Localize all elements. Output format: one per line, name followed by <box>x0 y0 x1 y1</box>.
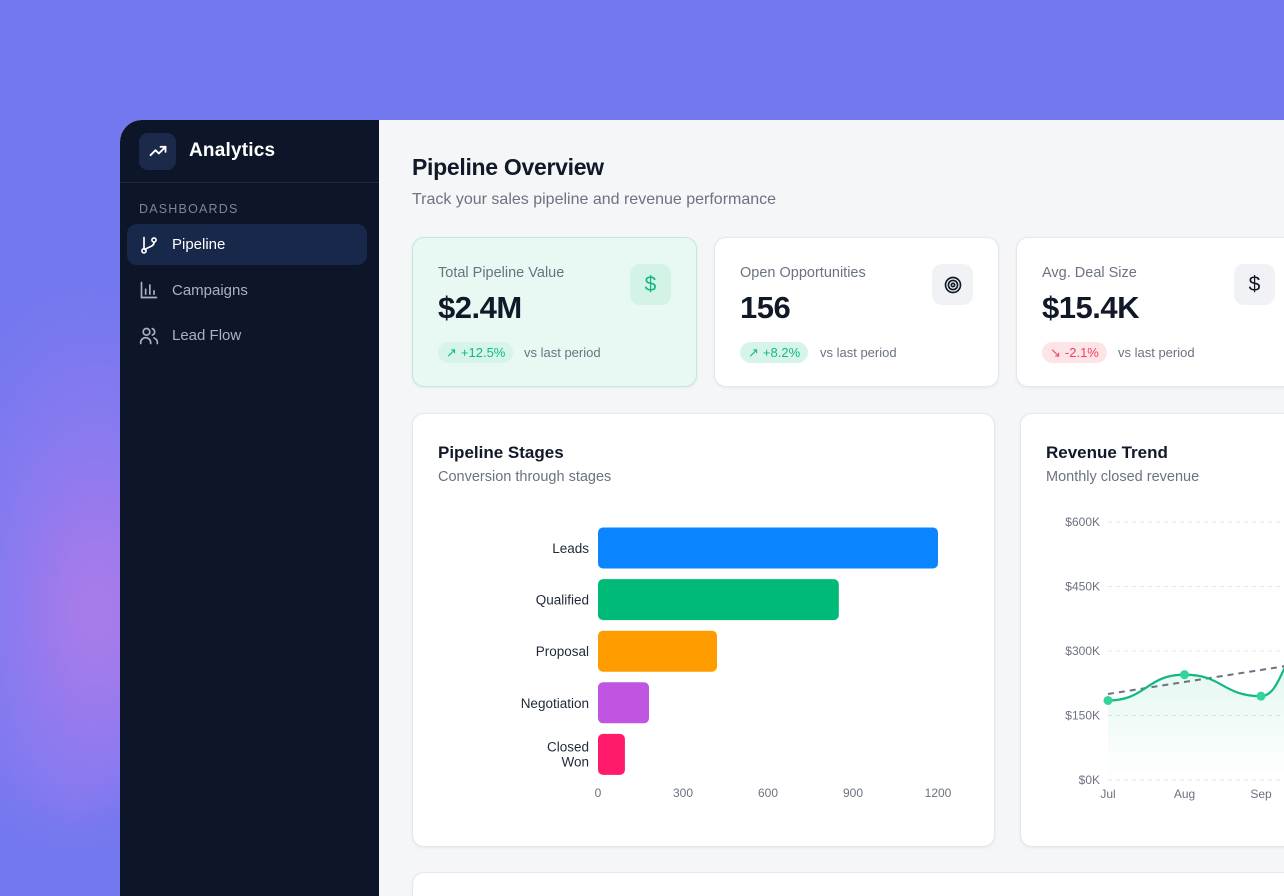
stat-card-avg-deal-size: Avg. Deal Size $15.4K $ ↘ -2.1% vs last p… <box>1016 237 1284 387</box>
change-badge: ↘ -2.1% <box>1042 342 1107 363</box>
chart-title: Revenue Trend <box>1046 443 1168 462</box>
bar-chart-icon <box>140 281 158 299</box>
x-tick-label: 600 <box>758 786 778 800</box>
data-point <box>1256 691 1266 701</box>
x-tick-label: Sep <box>1250 787 1272 801</box>
x-tick-label: 300 <box>673 786 693 800</box>
page-title: Pipeline Overview <box>412 154 604 180</box>
y-tick-label: $600K <box>1065 515 1100 529</box>
trending-up-icon <box>139 132 176 170</box>
y-tick-label: $450K <box>1065 580 1100 594</box>
chart-title: Pipeline Stages <box>438 443 564 462</box>
revenue-trend-card: Revenue Trend Monthly closed revenue $0K… <box>1020 413 1284 847</box>
bar-proposal <box>598 630 717 672</box>
x-tick-label: 0 <box>595 786 602 800</box>
area-fill <box>1108 669 1284 780</box>
sidebar-item-campaigns[interactable]: Campaigns <box>127 270 367 311</box>
stat-label: Avg. Deal Size <box>1042 265 1137 281</box>
users-icon <box>139 327 159 344</box>
category-label: Negotiation <box>521 696 589 711</box>
sidebar-item-lead-flow[interactable]: Lead Flow <box>127 315 367 356</box>
category-label: Qualified <box>536 593 589 608</box>
pipeline-stages-chart: Leads Qualified Proposal Negotiation Closed W… <box>521 527 952 800</box>
stat-card-open-opportunities: Open Opportunities 156 ↗ +8.2% vs last pe… <box>714 237 999 387</box>
stat-value: $2.4M <box>438 290 522 325</box>
change-note: vs last period <box>1118 345 1195 360</box>
y-tick-label: $300K <box>1065 644 1100 658</box>
chart-subtitle: Monthly closed revenue <box>1046 469 1200 485</box>
y-tick-label: $150K <box>1065 709 1100 723</box>
x-tick-label: 900 <box>843 786 863 800</box>
category-label: Proposal <box>536 644 589 659</box>
bottom-card <box>412 872 1284 896</box>
bar-negotiation <box>598 682 649 724</box>
sidebar-item-label: Pipeline <box>172 236 226 253</box>
x-tick-label: Jul <box>1100 787 1115 801</box>
trend-up-icon: ↗ <box>748 344 759 360</box>
git-branch-icon <box>141 236 157 254</box>
sidebar-item-pipeline[interactable]: Pipeline <box>127 224 367 265</box>
category-label: Leads <box>552 541 589 556</box>
category-label: Closed Won <box>547 739 589 769</box>
app-name: Analytics <box>189 140 276 161</box>
change-value: +12.5% <box>460 345 506 360</box>
sidebar: Analytics DASHBOARDS Pipeline Campaigns … <box>120 120 379 896</box>
change-value: +8.2% <box>762 345 801 360</box>
trend-up-icon: ↗ <box>446 344 457 360</box>
section-label: DASHBOARDS <box>139 202 239 216</box>
x-tick-label: 1200 <box>925 786 952 800</box>
change-badge: ↗ +12.5% <box>438 342 514 363</box>
app-window: Analytics DASHBOARDS Pipeline Campaigns … <box>120 120 1284 896</box>
sidebar-item-label: Campaigns <box>172 281 248 299</box>
bar-closed-won <box>598 733 625 775</box>
trend-down-icon: ↘ <box>1050 344 1061 360</box>
y-tick-label: $0K <box>1079 773 1100 787</box>
target-icon <box>932 264 973 305</box>
change-note: vs last period <box>820 345 897 360</box>
data-point <box>1180 670 1189 680</box>
sidebar-nav: Pipeline Campaigns Lead Flow <box>127 224 367 356</box>
revenue-line <box>1107 666 1284 702</box>
brand: Analytics <box>120 120 379 183</box>
data-point <box>1103 695 1113 705</box>
stat-label: Open Opportunities <box>740 265 866 281</box>
dollar-icon: $ <box>630 264 671 305</box>
pipeline-stages-card: Pipeline Stages Conversion through stage… <box>412 413 995 847</box>
revenue-trend-chart: $0K $150K $300K $450K $600K Jul Aug Sep <box>1065 515 1284 801</box>
main-content: Pipeline Overview Track your sales pipel… <box>379 120 1284 896</box>
page-subtitle: Track your sales pipeline and revenue pe… <box>412 191 777 208</box>
chart-subtitle: Conversion through stages <box>438 469 612 485</box>
stat-card-pipeline-value: Total Pipeline Value $2.4M $ ↗ +12.5% vs … <box>412 237 697 387</box>
change-badge: ↗ +8.2% <box>740 342 809 363</box>
stat-value: $15.4K <box>1042 290 1139 325</box>
stat-label: Total Pipeline Value <box>438 265 565 281</box>
x-tick-label: Aug <box>1174 787 1195 801</box>
sidebar-item-label: Lead Flow <box>172 327 242 344</box>
bar-leads <box>598 527 938 569</box>
bar-qualified <box>598 579 839 621</box>
change-value: -2.1% <box>1064 345 1099 360</box>
change-note: vs last period <box>524 345 601 360</box>
dollar-icon: $ <box>1234 264 1275 305</box>
stat-value: 156 <box>740 290 791 325</box>
